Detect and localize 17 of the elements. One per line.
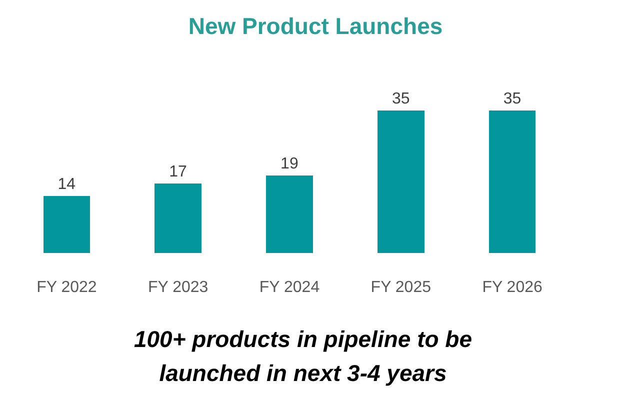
x-tick-label: FY 2025: [370, 279, 432, 296]
data-label: 14: [58, 176, 76, 193]
bar: [154, 184, 202, 253]
chart-title: New Product Launches: [188, 13, 443, 40]
data-label: 35: [503, 90, 522, 108]
x-tick-label: FY 2026: [482, 279, 542, 296]
data-label: 17: [169, 164, 188, 181]
x-tick-label: FY 2023: [148, 279, 208, 296]
x-tick-label: FY 2022: [36, 279, 97, 296]
bar: [266, 176, 313, 253]
data-label: 35: [392, 90, 410, 108]
x-tick-label: FY 2024: [259, 279, 320, 296]
bar: [488, 110, 536, 253]
text: 100+ products in pipeline to be launched in next 3-4 years: [132, 325, 474, 388]
bar: [378, 110, 424, 253]
bar: [43, 196, 90, 253]
data-label: 19: [280, 156, 298, 173]
